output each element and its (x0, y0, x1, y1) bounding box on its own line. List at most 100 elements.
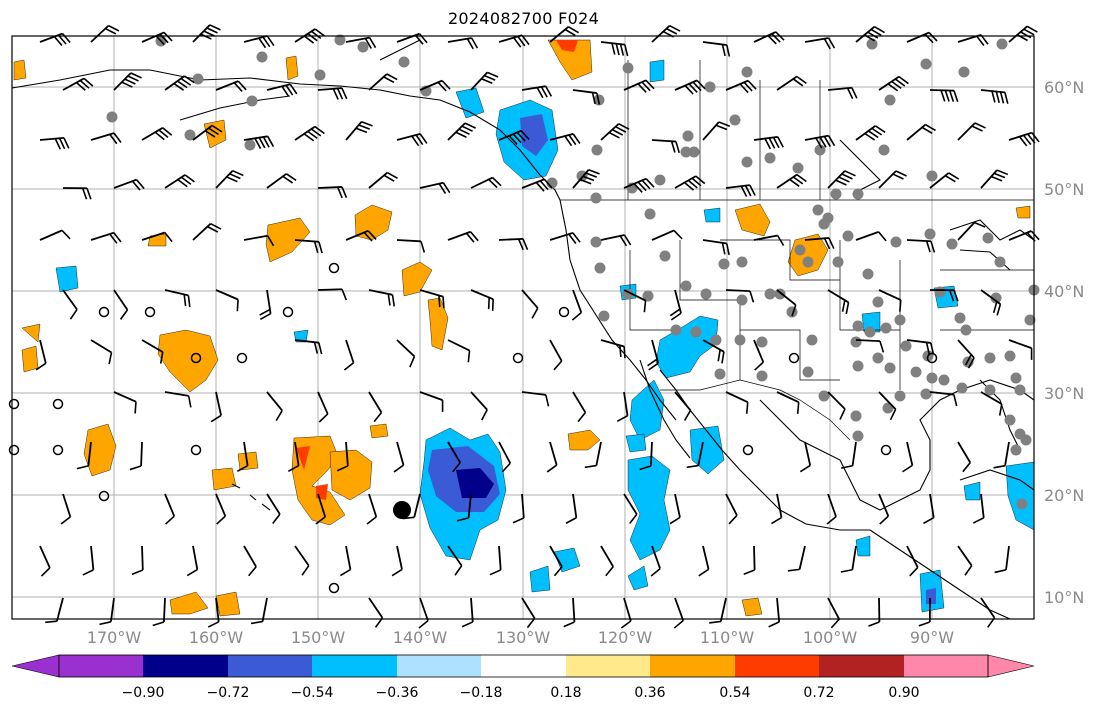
calm-circle (52, 444, 64, 456)
wind-barb (447, 37, 479, 50)
wind-barb (521, 391, 550, 407)
wind-barb (804, 134, 836, 149)
station-dot (710, 334, 722, 346)
wind-barb (623, 493, 638, 525)
colorbar-tick-label: −0.54 (291, 685, 334, 701)
wind-barb (804, 37, 836, 50)
wind-barb (1008, 25, 1038, 43)
calm-circle (8, 444, 20, 456)
wind-barb (651, 229, 683, 241)
station-dot (894, 314, 906, 326)
colorbar-segment (312, 655, 397, 677)
wind-barb (855, 339, 885, 353)
wind-barb (317, 186, 348, 199)
station-dot (946, 238, 958, 250)
station-dot (1004, 414, 1016, 426)
wind-barb (906, 339, 935, 355)
wind-barb (317, 87, 348, 100)
wind-barb (45, 597, 64, 624)
wind-barb (521, 289, 539, 319)
station-dot (982, 232, 994, 244)
wind-barb (396, 339, 416, 368)
calm-circle (8, 398, 20, 410)
wind-barb (447, 545, 463, 576)
station-dot (984, 384, 996, 396)
station-dot (920, 388, 932, 400)
station-dot (644, 208, 656, 220)
station-dot (314, 69, 326, 81)
wind-barb (317, 391, 329, 423)
wind-barb (563, 597, 576, 628)
station-dot (866, 38, 878, 50)
colorbar-tick-label: 0.90 (888, 685, 919, 701)
wind-barb (725, 184, 756, 197)
wind-barb (39, 136, 70, 150)
wind-barb (62, 187, 92, 200)
wind-barb (827, 391, 846, 420)
calm-circle (282, 306, 294, 318)
wind-barb (62, 289, 78, 320)
wind-barb (294, 125, 325, 142)
wind-barb (753, 135, 784, 150)
wind-barb (90, 24, 120, 43)
wind-barb (549, 339, 563, 371)
station-dot (842, 230, 854, 242)
wind-barb (489, 545, 502, 576)
station-dot (1010, 444, 1022, 456)
wind-barb (368, 289, 396, 307)
station-dot (741, 66, 753, 78)
wind-barb (141, 31, 173, 45)
colorbar-tick-label: 0.36 (634, 685, 665, 701)
wind-barb (753, 234, 785, 246)
colorbar-tick-label: 0.72 (803, 685, 834, 701)
wind-barb (980, 169, 1009, 189)
wind-barb (878, 170, 907, 189)
wind-barb (549, 26, 580, 43)
lon-label: 130°W (496, 628, 551, 647)
wind-barb (771, 493, 783, 525)
colorbar-segment (228, 655, 312, 677)
station-dot (714, 368, 726, 380)
station-dot (734, 334, 746, 346)
wind-barb (243, 234, 275, 247)
colorbar-segment (819, 655, 904, 677)
station-dot (688, 146, 700, 158)
calm-circle (144, 306, 156, 318)
wind-barb (827, 289, 850, 315)
lon-label: 150°W (291, 628, 346, 647)
wind-barb (210, 391, 222, 423)
wind-barb (993, 441, 1010, 469)
station-dot (590, 236, 602, 248)
wind-barb (929, 391, 958, 407)
station-dot (642, 290, 654, 302)
colorbar-extend-left (11, 654, 60, 678)
station-dot (594, 262, 606, 274)
wind-barb (929, 172, 960, 189)
station-dot (850, 336, 862, 348)
colorbar-tick-label: 0.18 (550, 685, 581, 701)
wind-barb (39, 229, 71, 241)
station-dot (654, 174, 666, 186)
station-dot (1014, 384, 1026, 396)
calm-circle (328, 582, 340, 594)
station-dot (894, 390, 906, 402)
calm-circle (190, 444, 202, 456)
wind-barb (651, 139, 680, 154)
wind-barb (192, 222, 222, 241)
wind-barb (1008, 339, 1033, 360)
station-dot (764, 152, 776, 164)
station-dot (756, 370, 768, 382)
latitude-labels: 60°N 50°N 40°N 30°N 20°N 10°N (1044, 78, 1084, 607)
wind-barb (215, 80, 247, 92)
station-dot (741, 156, 753, 168)
wind-barb (336, 441, 349, 472)
wind-barb (616, 391, 629, 423)
map-title: 2024082700 F024 (447, 9, 600, 28)
calm-circle (788, 352, 800, 364)
wind-barb (343, 339, 355, 371)
wind-barb (980, 391, 1003, 416)
wind-barb (62, 77, 94, 91)
wind-barb (669, 289, 682, 321)
station-dot (994, 256, 1006, 268)
wind-barb (60, 493, 72, 525)
